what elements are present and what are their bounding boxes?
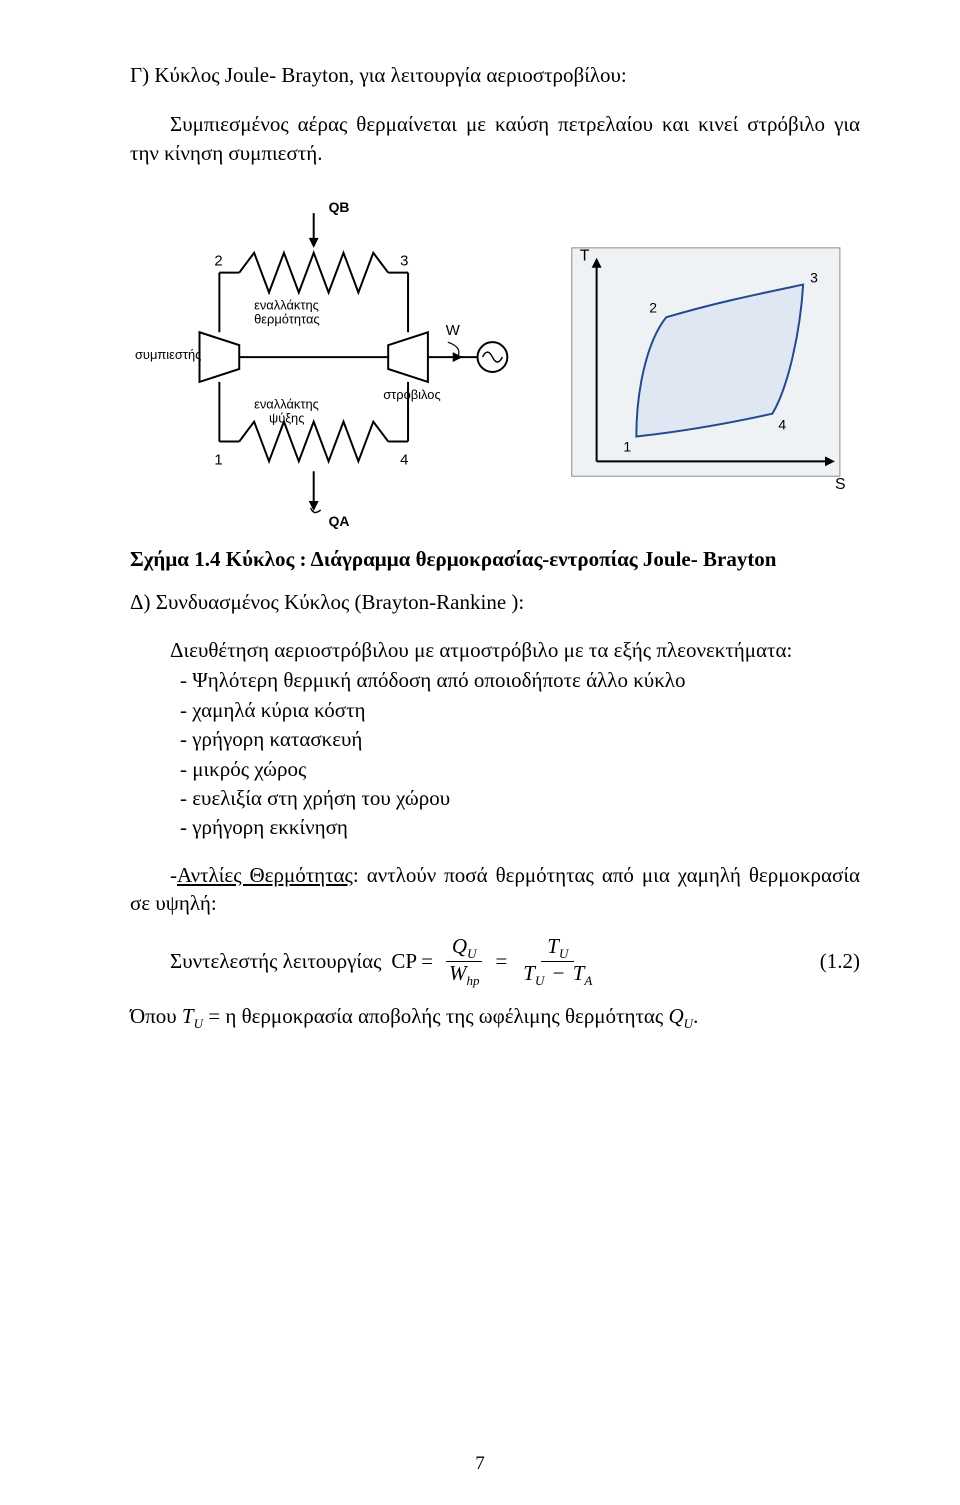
label-turbine: στρόβιλος — [383, 387, 440, 402]
figure-caption: Σχήμα 1.4 Κύκλος : Διάγραμμα θερμοκρασία… — [130, 547, 860, 572]
eq-equals-1: = — [421, 949, 433, 974]
heat-pumps-label: Αντλίες Θερμότητας — [177, 863, 353, 887]
label-hx-top-1: εναλλάκτης — [254, 297, 319, 312]
eq-frac-1: QU Whp — [443, 935, 486, 988]
delta-item-6: - γρήγορη εκκίνηση — [180, 813, 860, 842]
label-QB: QB — [329, 199, 350, 215]
delta-item-5: - ευελιξία στη χρήση του χώρου — [180, 784, 860, 813]
figures-row: QB QA W 2 3 1 4 εναλλάκτης θερμότητας εν… — [130, 197, 860, 537]
label-hx-bot-2: ψύξης — [269, 411, 304, 426]
delta-item-4: - μικρός χώρος — [180, 755, 860, 784]
heat-pumps-para: -Αντλίες Θερμότητας: αντλούν ποσά θερμότ… — [130, 861, 860, 918]
label-hx-top-2: θερμότητας — [254, 311, 320, 326]
axis-S: S — [835, 476, 846, 493]
axis-T: T — [580, 248, 590, 265]
label-hx-bot-1: εναλλάκτης — [254, 397, 319, 412]
ts-node-3: 3 — [810, 270, 818, 286]
node-1: 1 — [214, 452, 222, 468]
equation-row: Συντελεστής λειτουργίας CP = QU Whp = TU — [130, 935, 860, 988]
delta-item-1: - Ψηλότερη θερμική απόδοση από οποιοδήπο… — [180, 666, 860, 695]
ts-node-4: 4 — [779, 417, 787, 433]
ts-node-1: 1 — [624, 438, 632, 454]
delta-title: Δ) Συνδυασμένος Κύκλος (Brayton-Rankine … — [130, 590, 860, 615]
node-2: 2 — [214, 254, 222, 270]
label-compressor: συμπιεστής — [135, 347, 201, 362]
label-W: W — [446, 323, 460, 339]
eq-body: CP = QU Whp = TU TU — [391, 935, 604, 988]
eq-number: (1.2) — [820, 949, 860, 974]
delta-item-2: - χαμηλά κύρια κόστη — [180, 696, 860, 725]
closing-line: Όπου TU = η θερμοκρασία αποβολής της ωφέ… — [130, 1002, 860, 1033]
eq-prefix: Συντελεστής λειτουργίας — [130, 949, 381, 974]
delta-item-3: - γρήγορη κατασκευή — [180, 725, 860, 754]
ts-node-2: 2 — [649, 299, 657, 315]
intro-line1: Γ) Κύκλος Joule- Brayton, για λειτουργία… — [130, 61, 860, 89]
eq-equals-2: = — [495, 949, 507, 974]
label-QA: QA — [329, 513, 350, 529]
page-number: 7 — [0, 1453, 960, 1475]
brayton-schematic: QB QA W 2 3 1 4 εναλλάκτης θερμότητας εν… — [130, 197, 522, 537]
intro-line2: Συμπιεσμένος αέρας θερμαίνεται με καύση … — [130, 110, 860, 167]
eq-CP: CP — [391, 949, 417, 974]
delta-lead: Διευθέτηση αεριοστρόβιλου με ατμοστρόβιλ… — [130, 636, 860, 664]
ts-diagram: 1 2 3 4 T S — [542, 222, 860, 512]
eq-frac-2: TU TU − TA — [517, 935, 598, 988]
node-3: 3 — [400, 254, 408, 270]
node-4: 4 — [400, 452, 408, 468]
delta-list: - Ψηλότερη θερμική απόδοση από οποιοδήπο… — [180, 666, 860, 842]
